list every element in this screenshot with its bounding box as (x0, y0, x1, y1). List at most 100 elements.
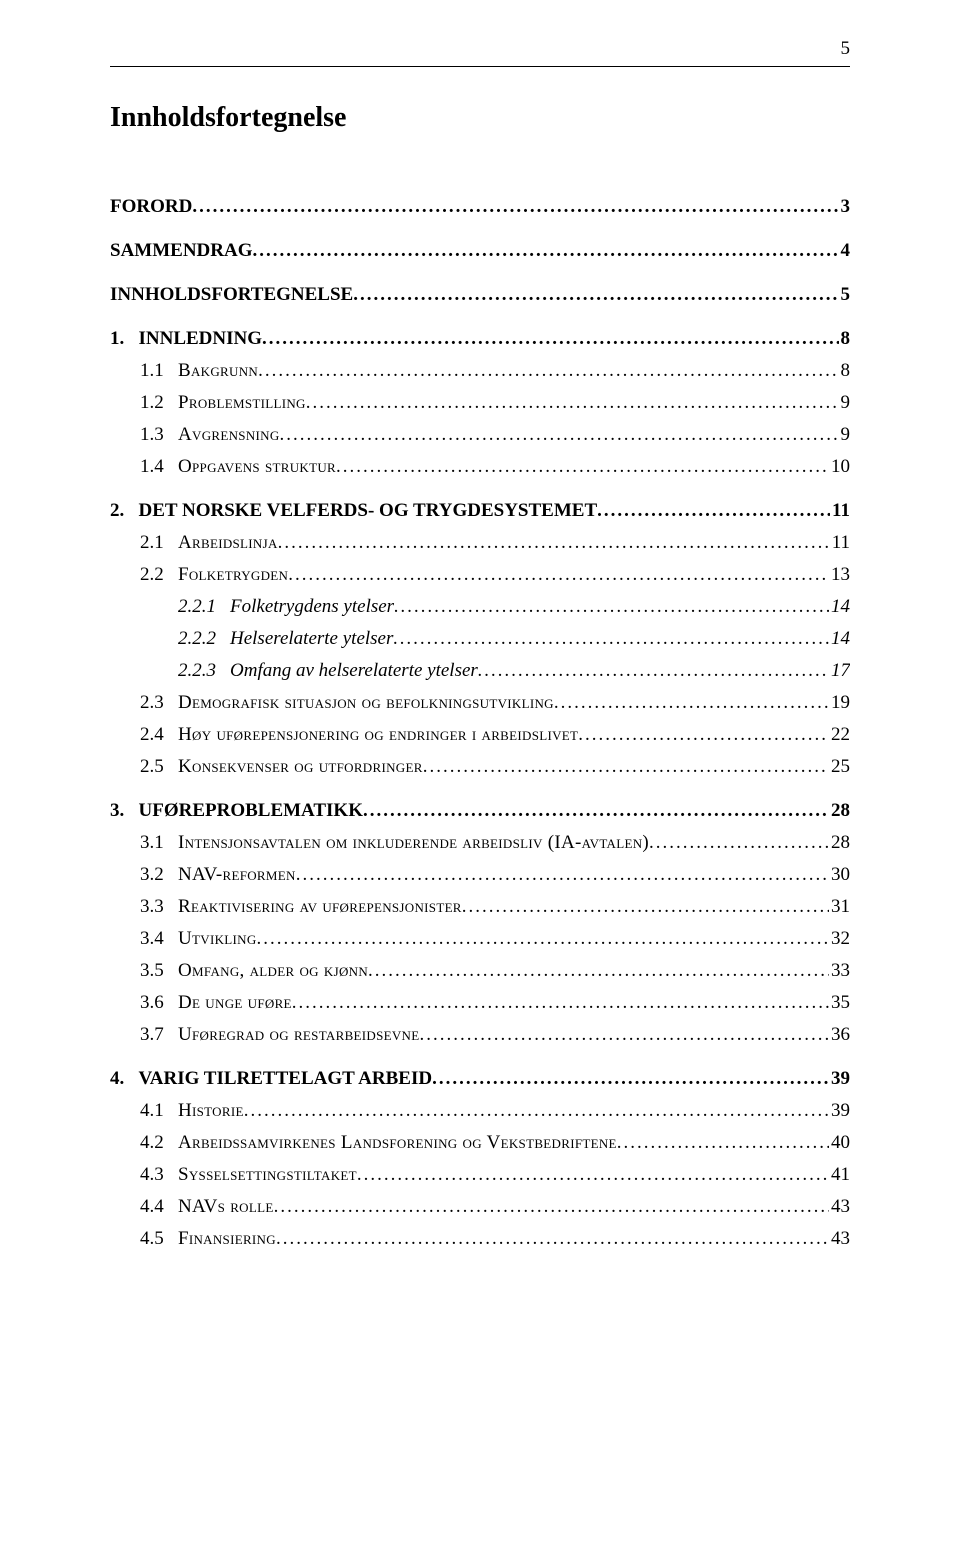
toc-entry-label: INNHOLDSFORTEGNELSE (110, 284, 353, 306)
toc-entry-text: Omfang av helserelaterte ytelser (230, 660, 478, 681)
toc-entry-page: 11 (830, 532, 850, 554)
toc-entry: SAMMENDRAG 4 (110, 240, 850, 262)
toc-entry-label: 3.1Intensjonsavtalen om inkluderende arb… (140, 832, 649, 854)
toc-dot-leader (423, 756, 829, 778)
toc-entry-label: 4.1Historie (140, 1100, 244, 1122)
toc-entry-number: 3.6 (140, 992, 178, 1014)
toc-entry: 1.4Oppgavens struktur 10 (110, 456, 850, 478)
toc-entry-text: Intensjonsavtalen om inkluderende arbeid… (178, 832, 649, 853)
toc-dot-leader (253, 240, 839, 262)
toc-entry-text: Helserelaterte ytelser (230, 628, 393, 649)
toc-entry-number: 2.4 (140, 724, 178, 746)
toc-dot-leader (278, 532, 830, 554)
header-rule (110, 66, 850, 67)
toc-dot-leader (419, 1024, 829, 1046)
toc-entry-page: 30 (829, 864, 850, 886)
toc-entry-number: 4.1 (140, 1100, 178, 1122)
toc-entry-page: 9 (839, 392, 851, 414)
toc-dot-leader (306, 392, 839, 414)
toc-entry-page: 4 (839, 240, 851, 262)
toc-dot-leader (393, 628, 829, 650)
toc-entry-label: 1.2Problemstilling (140, 392, 306, 414)
toc-dot-leader (274, 1196, 829, 1218)
toc-dot-leader (432, 1068, 829, 1090)
toc-entry-number: 4.3 (140, 1164, 178, 1186)
toc-entry-label: 1.3Avgrensning (140, 424, 280, 446)
toc-entry-text: Konsekvenser og utfordringer (178, 756, 423, 777)
toc-dot-leader (288, 564, 829, 586)
toc-entry-text: Oppgavens struktur (178, 456, 336, 477)
toc-entry: 2.2.3Omfang av helserelaterte ytelser17 (110, 660, 850, 682)
toc-entry: 1.2Problemstilling 9 (110, 392, 850, 414)
toc-entry: 2.2.2Helserelaterte ytelser14 (110, 628, 850, 650)
toc-entry: 4.2Arbeidssamvirkenes Landsforening og V… (110, 1132, 850, 1154)
toc-entry-number: 1.2 (140, 392, 178, 414)
toc-entry-number: 2.2.1 (178, 596, 230, 618)
toc-entry: 3.4Utvikling32 (110, 928, 850, 950)
toc-dot-leader (353, 284, 838, 306)
toc-dot-leader (649, 832, 829, 854)
toc-entry-label: 3.5Omfang, alder og kjønn (140, 960, 368, 982)
toc-entry-text: NAVs rolle (178, 1196, 274, 1217)
toc-entry-text: Reaktivisering av uførepensjonister (178, 896, 462, 917)
toc-dot-leader (617, 1132, 829, 1154)
toc-entry-label: 2.2Folketrygden (140, 564, 288, 586)
toc-entry-label: 3.7Uføregrad og restarbeidsevne (140, 1024, 419, 1046)
toc-list: FORORD3SAMMENDRAG4INNHOLDSFORTEGNELSE51.… (110, 196, 850, 1250)
toc-dot-leader (336, 456, 829, 478)
toc-entry: 4.5Finansiering43 (110, 1228, 850, 1250)
toc-entry-text: Arbeidssamvirkenes Landsforening og Veks… (178, 1132, 617, 1153)
toc-entry-page: 8 (839, 360, 851, 382)
toc-entry: 3.2NAV-reformen 30 (110, 864, 850, 886)
toc-entry-text: Sysselsettingstiltaket (178, 1164, 357, 1185)
toc-entry-number: 1.4 (140, 456, 178, 478)
toc-entry-number: 1.1 (140, 360, 178, 382)
toc-entry-label: 4. VARIG TILRETTELAGT ARBEID (110, 1068, 432, 1090)
toc-entry-text: Historie (178, 1100, 244, 1121)
toc-entry-number: 3.3 (140, 896, 178, 918)
toc-entry-number: 3.5 (140, 960, 178, 982)
toc-entry-label: 2.3Demografisk situasjon og befolkningsu… (140, 692, 554, 714)
toc-entry-page: 43 (829, 1228, 850, 1250)
toc-entry-number: 2.2 (140, 564, 178, 586)
toc-entry-number: 4.5 (140, 1228, 178, 1250)
toc-dot-leader (192, 196, 838, 218)
toc-entry-label: SAMMENDRAG (110, 240, 253, 262)
toc-entry-page: 13 (829, 564, 850, 586)
toc-entry: 2.5Konsekvenser og utfordringer25 (110, 756, 850, 778)
toc-entry-label: 2.2.1Folketrygdens ytelser (178, 596, 394, 618)
toc-title: Innholdsfortegnelse (110, 102, 850, 134)
toc-dot-leader (478, 660, 829, 682)
toc-entry-page: 10 (829, 456, 850, 478)
toc-entry-text: Arbeidslinja (178, 532, 278, 553)
toc-entry-label: 4.2Arbeidssamvirkenes Landsforening og V… (140, 1132, 617, 1154)
toc-entry: 1.1Bakgrunn 8 (110, 360, 850, 382)
toc-entry-text: Avgrensning (178, 424, 280, 445)
toc-entry-page: 22 (829, 724, 850, 746)
toc-entry: 2.2Folketrygden 13 (110, 564, 850, 586)
toc-entry: FORORD3 (110, 196, 850, 218)
toc-entry-page: 9 (839, 424, 851, 446)
toc-dot-leader (296, 864, 829, 886)
toc-entry-label: 1.4Oppgavens struktur (140, 456, 336, 478)
toc-entry-text: Bakgrunn (178, 360, 258, 381)
toc-entry-number: 3.7 (140, 1024, 178, 1046)
toc-entry: 4.4NAVs rolle43 (110, 1196, 850, 1218)
toc-dot-leader (258, 360, 838, 382)
toc-dot-leader (394, 596, 829, 618)
toc-dot-leader (462, 896, 829, 918)
toc-entry-page: 14 (829, 596, 850, 618)
toc-entry-page: 8 (839, 328, 851, 350)
toc-entry-label: 3.2NAV-reformen (140, 864, 296, 886)
toc-entry-label: 3.6De unge uføre (140, 992, 292, 1014)
toc-dot-leader (244, 1100, 829, 1122)
toc-entry-page: 39 (829, 1068, 850, 1090)
toc-entry-page: 39 (829, 1100, 850, 1122)
toc-dot-leader (262, 328, 838, 350)
toc-entry: 4.1Historie 39 (110, 1100, 850, 1122)
toc-entry: 3.5Omfang, alder og kjønn33 (110, 960, 850, 982)
toc-entry: 3.7Uføregrad og restarbeidsevne36 (110, 1024, 850, 1046)
toc-dot-leader (597, 500, 830, 522)
toc-entry-page: 35 (829, 992, 850, 1014)
toc-dot-leader (276, 1228, 829, 1250)
